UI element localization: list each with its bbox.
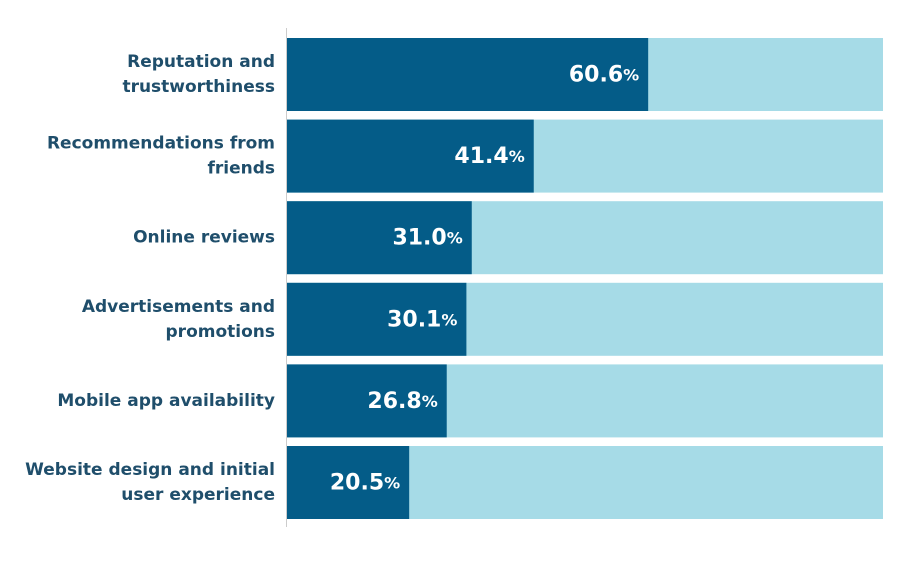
value-suffix-4: % bbox=[422, 391, 438, 410]
category-label-3-line-0: Advertisements and bbox=[82, 297, 275, 317]
value-label-3: 30.1% bbox=[387, 307, 457, 332]
bar-2 bbox=[287, 201, 472, 275]
bar-3 bbox=[287, 282, 467, 356]
value-number-3: 30.1 bbox=[387, 307, 441, 332]
category-label-1-line-1: friends bbox=[207, 159, 275, 179]
value-label-1: 41.4% bbox=[454, 144, 524, 169]
bar-5 bbox=[287, 446, 410, 519]
value-number-5: 20.5 bbox=[330, 470, 384, 495]
value-suffix-0: % bbox=[623, 65, 639, 84]
category-label-4-line-0: Mobile app availability bbox=[57, 391, 275, 411]
value-label-5: 20.5% bbox=[330, 470, 400, 495]
bar-4 bbox=[287, 364, 447, 438]
value-label-4: 26.8% bbox=[367, 388, 437, 413]
value-suffix-3: % bbox=[441, 310, 457, 329]
category-label-0-line-0: Reputation and bbox=[127, 52, 275, 72]
value-number-0: 60.6 bbox=[569, 62, 623, 87]
category-label-5-line-0: Website design and initial bbox=[25, 460, 275, 480]
category-label-0-line-1: trustworthiness bbox=[122, 77, 275, 97]
value-label-0: 60.6% bbox=[569, 62, 639, 87]
value-label-2: 31.0% bbox=[392, 225, 462, 250]
category-label-3-line-1: promotions bbox=[166, 322, 275, 342]
value-number-4: 26.8 bbox=[367, 388, 421, 413]
category-label-2-line-0: Online reviews bbox=[133, 228, 275, 248]
value-suffix-5: % bbox=[384, 473, 400, 492]
value-suffix-2: % bbox=[447, 228, 463, 247]
value-suffix-1: % bbox=[509, 147, 525, 166]
category-label-1-line-0: Recommendations from bbox=[47, 134, 275, 154]
value-number-2: 31.0 bbox=[392, 225, 446, 250]
value-number-1: 41.4 bbox=[454, 144, 508, 169]
category-label-5-line-1: user experience bbox=[121, 485, 275, 505]
bars-group: Reputation and trustworthiness 60.6% Recomm… bbox=[25, 38, 883, 519]
bar-0 bbox=[287, 38, 649, 111]
bar-1 bbox=[287, 119, 534, 193]
